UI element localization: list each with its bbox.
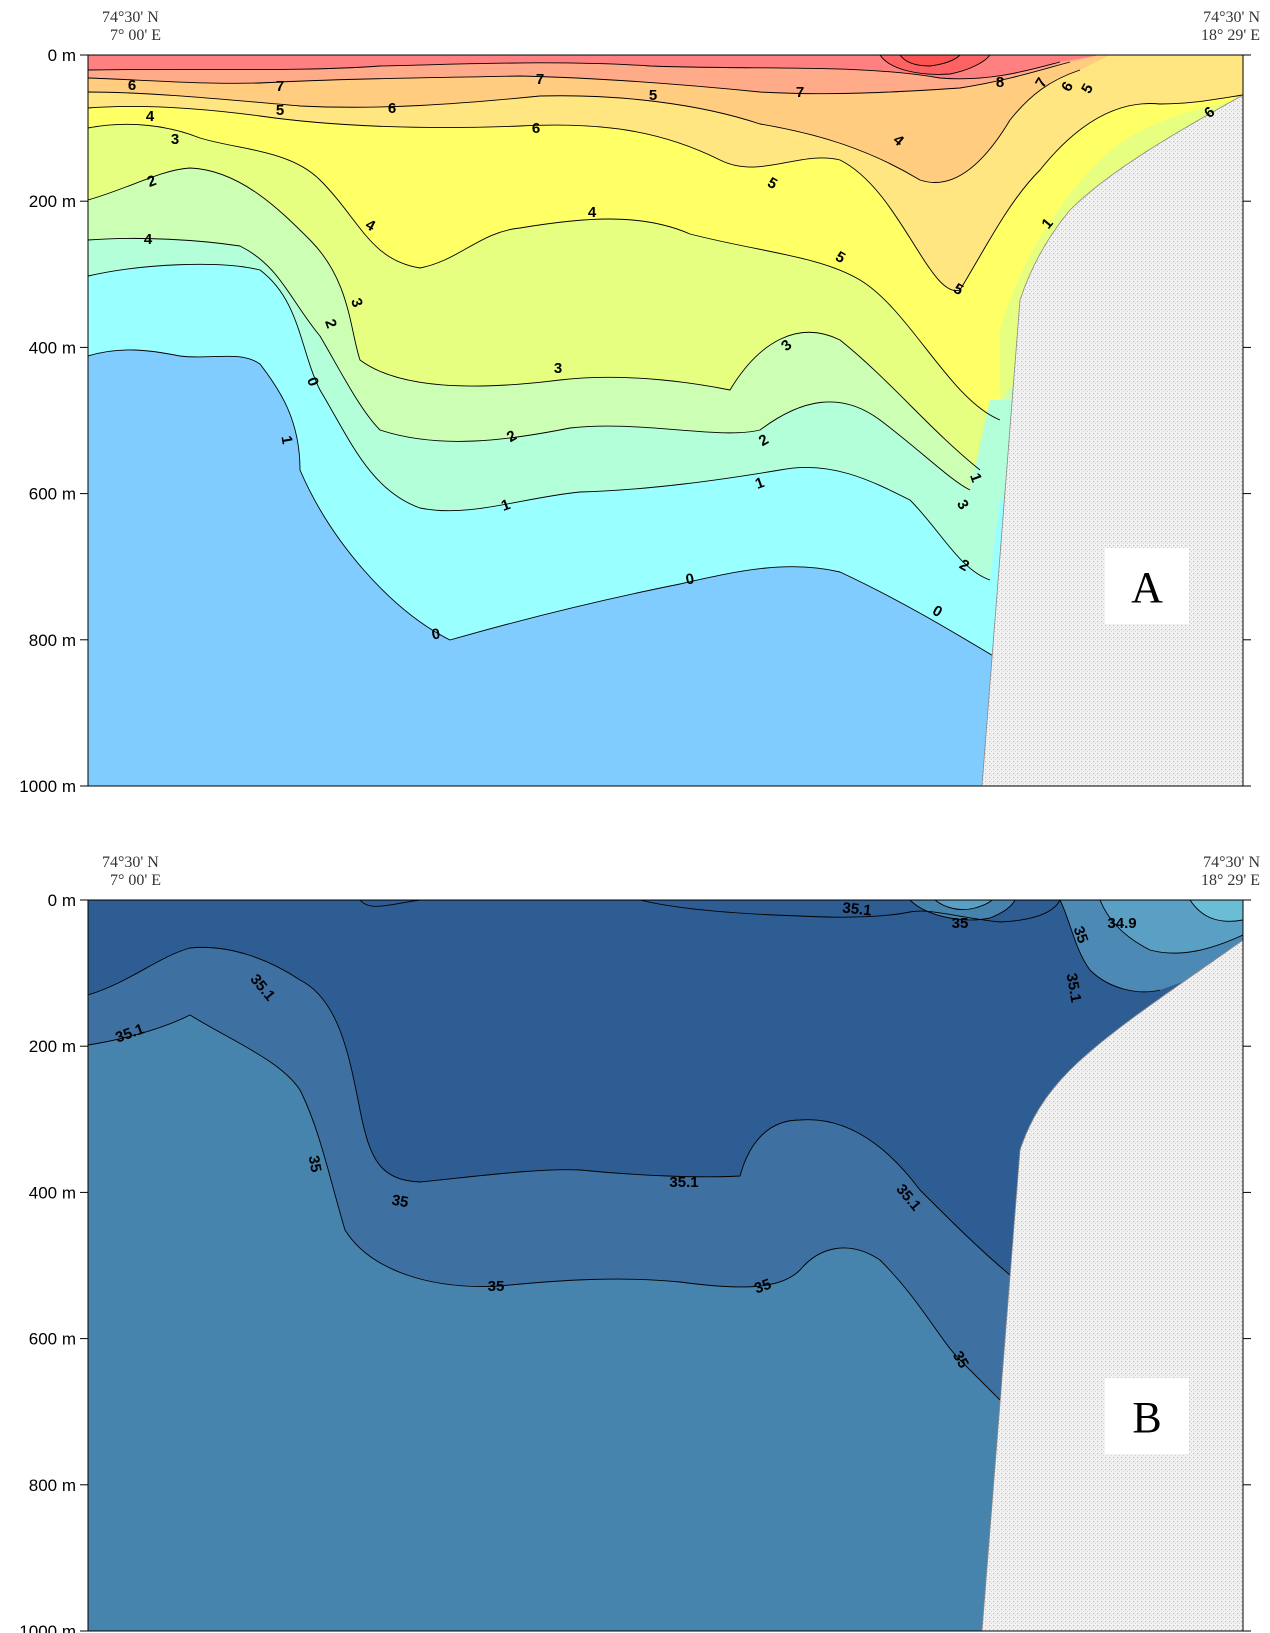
y-tick-label: 200 m [29,1037,76,1056]
contour-label: 35 [952,915,969,932]
y-tick-label: 1000 m [19,777,76,796]
contour-label: 4 [588,204,597,221]
contour-label: 34.9 [1107,915,1136,932]
contour-label: 35 [305,1154,325,1173]
contour-label: 35 [752,1276,773,1298]
corner-right-lon-b: 18° 29' E [1201,872,1260,889]
temperature-contour-lines [88,55,1243,661]
plot-frame-b [87,899,1244,1632]
contour-label: 0 [684,570,695,588]
corner-right-lat-a: 74°30' N [1203,9,1260,26]
contour-label: 0 [430,625,441,643]
corner-left-lat-b: 74°30' N [102,854,159,871]
panel-letter-a: A [1131,563,1163,612]
y-tick-label: 400 m [29,338,76,357]
y-tick-label: 600 m [29,1330,76,1349]
panel-letter-box-b [1105,1378,1189,1454]
contour-label: 4 [146,108,155,125]
contour-label: 5 [649,87,657,104]
salinity-contour-lines [88,900,1243,1401]
contour-label: 35.1 [669,1174,698,1191]
contour-label: 6 [128,77,136,94]
contour-label: 4 [144,231,153,248]
y-tick-label: 600 m [29,485,76,504]
y-tick-label: 800 m [29,1476,76,1495]
panel-letter-b: B [1132,1393,1161,1442]
y-tick-label: 0 m [48,891,76,910]
contour-label: 35 [488,1278,505,1295]
temperature-contour-fills [88,55,1243,786]
y-tick-label: 400 m [29,1183,76,1202]
contour-label: 7 [796,84,804,101]
corner-left-lat-a: 74°30' N [102,9,159,26]
contour-label: 8 [996,74,1004,91]
contour-label: 5 [276,102,284,119]
plot-frame-a [87,54,1244,787]
contour-label: 35 [390,1192,409,1212]
y-tick-label: 0 m [48,46,76,65]
corner-left-lon-a: 7° 00' E [110,27,161,44]
y-tick-label: 800 m [29,631,76,650]
contour-label: 6 [388,100,396,117]
contour-label: 7 [536,71,544,88]
contour-label: 35 [1070,924,1092,945]
salinity-contour-fills [88,900,1243,1631]
contour-label: 3 [554,360,562,377]
contour-label: 1 [277,434,295,445]
seabed-land [981,939,1243,1631]
y-tick-label: 1000 m [19,1622,76,1633]
contour-label: 35.1 [1063,972,1085,1004]
contour-label: 7 [276,78,284,95]
contour-label: 35 [949,1348,972,1371]
contour-label: 6 [532,120,540,137]
corner-left-lon-b: 7° 00' E [110,872,161,889]
y-tick-label: 200 m [29,192,76,211]
corner-right-lat-b: 74°30' N [1203,854,1260,871]
y-axis-a: 0 m 200 m 400 m 600 m 800 m 1000 m [19,46,1251,796]
contour-label: 35.1 [842,899,873,919]
y-axis-b: 0 m 200 m 400 m 600 m 800 m 1000 m [19,891,1251,1633]
contour-label: 3 [171,131,179,148]
salinity-panel: 0 m 200 m 400 m 600 m 800 m 1000 m 35.1 35 34.9… [19,854,1260,1633]
corner-right-lon-a: 18° 29' E [1201,27,1260,44]
panel-letter-box-a [1105,548,1189,624]
